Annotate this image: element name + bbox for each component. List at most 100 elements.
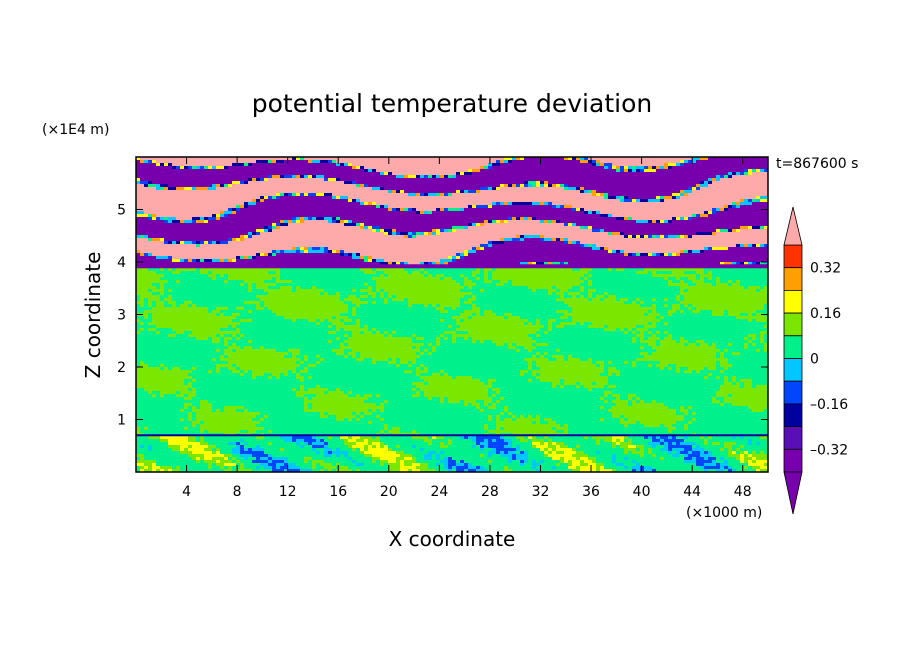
field-cell	[736, 190, 741, 194]
field-cell	[524, 181, 529, 185]
field-cell	[400, 166, 405, 170]
field-cell	[180, 190, 185, 194]
field-cell	[392, 208, 397, 212]
field-cell	[340, 172, 345, 176]
field-cell	[544, 187, 549, 191]
field-cell	[472, 244, 477, 248]
field-cell	[648, 199, 653, 203]
field-cell	[204, 178, 209, 182]
field-cell	[240, 250, 245, 254]
field-cell	[436, 232, 441, 236]
field-cell	[504, 169, 509, 173]
field-cell	[752, 166, 757, 170]
field-cell	[568, 169, 573, 173]
field-cell	[532, 166, 537, 170]
field-cell	[420, 220, 425, 224]
field-cell	[436, 184, 441, 188]
field-cell	[532, 193, 537, 197]
field-cell	[688, 229, 693, 233]
field-cell	[248, 229, 253, 233]
field-cell	[196, 247, 201, 251]
field-cell	[136, 223, 141, 227]
field-cell	[572, 166, 577, 170]
field-cell	[448, 178, 453, 182]
field-cell	[260, 226, 265, 230]
field-cell	[716, 205, 721, 209]
field-cell	[332, 184, 337, 188]
field-cell	[280, 208, 285, 212]
field-cell	[672, 181, 677, 185]
field-cell	[164, 226, 169, 230]
field-cell	[764, 169, 768, 173]
field-cell	[564, 181, 569, 185]
field-cell	[260, 217, 265, 221]
field-cell	[520, 199, 525, 203]
field-cell	[604, 220, 609, 224]
field-cell	[472, 190, 477, 194]
field-cell	[680, 229, 685, 233]
field-cell	[348, 172, 353, 176]
field-cell	[284, 181, 289, 185]
field-cell	[676, 163, 681, 167]
field-cell	[680, 187, 685, 191]
field-cell	[684, 217, 689, 221]
field-cell	[496, 187, 501, 191]
field-cell	[544, 226, 549, 230]
field-cell	[324, 250, 329, 254]
field-cell	[752, 187, 757, 191]
field-cell	[660, 184, 665, 188]
field-cell	[732, 208, 737, 212]
field-cell	[660, 178, 665, 182]
field-cell	[236, 160, 241, 164]
field-cell	[388, 178, 393, 182]
field-cell	[316, 208, 321, 212]
field-cell	[260, 169, 265, 173]
field-cell	[560, 247, 565, 251]
field-cell	[652, 226, 657, 230]
field-cell	[396, 202, 401, 206]
field-cell	[144, 190, 149, 194]
field-cell	[168, 220, 173, 224]
field-cell	[432, 172, 437, 176]
field-cell	[464, 214, 469, 218]
field-cell	[516, 229, 521, 233]
field-cell	[244, 211, 249, 215]
field-cell	[384, 244, 389, 248]
field-cell	[532, 169, 537, 173]
field-cell	[696, 193, 701, 197]
field-cell	[364, 196, 369, 200]
field-cell	[620, 235, 625, 239]
field-cell	[584, 169, 589, 173]
field-cell	[600, 202, 605, 206]
field-cell	[444, 199, 449, 203]
field-cell	[656, 175, 661, 179]
field-cell	[140, 163, 145, 167]
field-cell	[484, 220, 489, 224]
field-cell	[712, 202, 717, 206]
field-cell	[660, 172, 665, 176]
field-cell	[504, 214, 509, 218]
field-cell	[692, 232, 697, 236]
field-cell	[676, 172, 681, 176]
field-cell	[664, 193, 669, 197]
field-cell	[372, 235, 377, 239]
field-cell	[668, 214, 673, 218]
field-cell	[676, 205, 681, 209]
field-cell	[556, 160, 561, 164]
field-cell	[488, 199, 493, 203]
field-cell	[652, 220, 657, 224]
field-cell	[468, 247, 473, 251]
field-cell	[636, 166, 641, 170]
field-cell	[468, 202, 473, 206]
field-cell	[760, 190, 765, 194]
field-cell	[740, 199, 745, 203]
field-cell	[424, 229, 429, 233]
field-cell	[516, 226, 521, 230]
field-cell	[400, 187, 405, 191]
field-cell	[376, 184, 381, 188]
field-cell	[268, 172, 273, 176]
field-cell	[240, 238, 245, 242]
field-cell	[636, 208, 641, 212]
field-cell	[616, 181, 621, 185]
field-cell	[308, 160, 313, 164]
